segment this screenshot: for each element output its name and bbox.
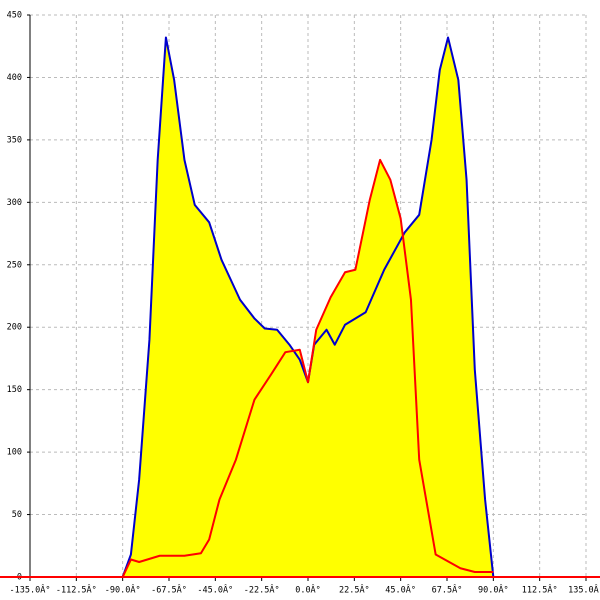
x-tick-label: -90.0Â° — [105, 584, 141, 596]
x-tick-label: 67.5Â° — [432, 584, 463, 596]
series-line — [121, 158, 494, 578]
y-tick-label: 250 — [7, 260, 22, 270]
y-tick-label: 50 — [12, 510, 22, 520]
y-tick-label: 400 — [7, 73, 22, 83]
series-line — [121, 36, 495, 578]
y-tick-label: 450 — [7, 11, 22, 21]
x-tick-label: 45.0Â° — [385, 584, 416, 596]
y-tick-label: 350 — [7, 135, 22, 145]
x-tick-label: -22.5Â° — [244, 584, 280, 596]
x-tick-label: 22.5Â° — [339, 584, 370, 596]
x-tick-label: 90.0Â° — [478, 584, 509, 596]
x-tick-label: -112.5Â° — [56, 584, 97, 596]
y-tick-label: 150 — [7, 385, 22, 395]
x-tick-label: -45.0Â° — [197, 584, 233, 596]
y-tick-label: 100 — [7, 448, 22, 458]
x-tick-label: 0.0Â° — [295, 584, 321, 596]
x-tick-label: -67.5Â° — [151, 584, 187, 596]
area-fill — [122, 159, 494, 578]
y-tick-label: 200 — [7, 323, 22, 333]
x-tick-label: 135.0Â° — [568, 584, 600, 596]
y-tick-label: 300 — [7, 198, 22, 208]
x-tick-label: -135.0Â° — [10, 584, 51, 596]
x-tick-label: 112.5Â° — [522, 584, 558, 596]
